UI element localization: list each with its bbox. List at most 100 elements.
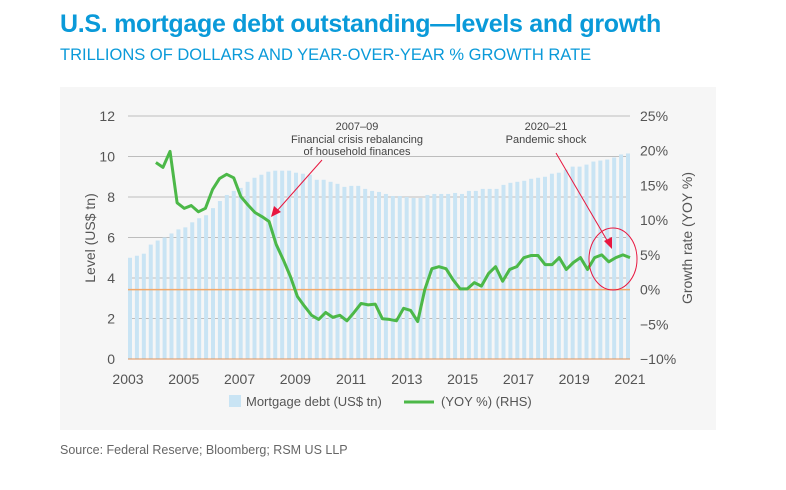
y-tick-label: 8 xyxy=(107,189,115,205)
bar xyxy=(197,218,202,359)
bar xyxy=(238,187,243,359)
chart-subtitle: TRILLIONS OF DOLLARS AND YEAR-OVER-YEAR … xyxy=(60,46,592,64)
bar xyxy=(349,185,354,359)
x-tick-label: 2019 xyxy=(559,371,590,387)
source-note: Source: Federal Reserve; Bloomberg; RSM … xyxy=(60,443,348,457)
bar xyxy=(148,244,153,359)
bar xyxy=(480,188,485,359)
y2-axis-title: Growth rate (YOY %) xyxy=(679,172,695,304)
bar xyxy=(176,229,181,359)
bar xyxy=(155,240,160,359)
annotation-arrow xyxy=(555,152,609,243)
chart-title: U.S. mortgage debt outstanding—levels an… xyxy=(60,10,661,38)
bar xyxy=(563,169,568,359)
bar xyxy=(598,160,603,359)
bar xyxy=(536,177,541,359)
bar xyxy=(446,193,451,359)
bar xyxy=(259,174,264,359)
bar xyxy=(494,188,499,359)
bar xyxy=(404,197,409,359)
bar xyxy=(342,186,347,359)
bar xyxy=(294,172,298,359)
annotation-arrow xyxy=(275,159,323,213)
y-tick-label: 6 xyxy=(107,230,115,246)
bar xyxy=(377,191,381,359)
bar xyxy=(411,198,416,359)
bar xyxy=(453,192,458,359)
bar xyxy=(314,179,319,359)
bar xyxy=(460,193,464,359)
x-tick-label: 2013 xyxy=(391,371,422,387)
bar xyxy=(300,173,305,359)
legend-bar-label: Mortgage debt (US$ tn) xyxy=(246,394,382,409)
y-axis-title: Level (US$ tn) xyxy=(82,193,98,282)
yoy-growth-line xyxy=(155,149,631,324)
bar xyxy=(231,190,236,359)
arrowhead-icon xyxy=(604,237,612,249)
annotation-text: 2020–21 xyxy=(525,121,568,133)
bar xyxy=(390,195,395,359)
y2-tick-label: 10% xyxy=(640,212,668,228)
bar xyxy=(162,237,167,359)
legend-line-label: (YOY %) (RHS) xyxy=(441,394,532,409)
x-tick-label: 2021 xyxy=(614,371,645,387)
annotation-text: Financial crisis rebalancing xyxy=(291,134,423,146)
bar xyxy=(245,181,250,359)
bar xyxy=(335,183,340,359)
x-tick-label: 2009 xyxy=(280,371,311,387)
bar xyxy=(204,215,209,359)
x-tick-label: 2017 xyxy=(503,371,534,387)
arrowhead-icon xyxy=(271,206,281,217)
bar xyxy=(397,195,402,359)
y-tick-label: 10 xyxy=(99,149,115,165)
x-tick-label: 2015 xyxy=(447,371,478,387)
y2-tick-label: 0% xyxy=(640,282,660,298)
x-tick-label: 2011 xyxy=(336,371,366,387)
bar xyxy=(190,222,195,359)
bar xyxy=(439,193,444,359)
bar xyxy=(280,170,285,359)
annotation-text: Pandemic shock xyxy=(506,134,587,146)
bar xyxy=(522,180,527,359)
bar xyxy=(383,193,388,359)
bar xyxy=(252,177,257,359)
x-tick-label: 2007 xyxy=(224,371,255,387)
bar xyxy=(418,198,423,359)
bar xyxy=(549,173,554,359)
highlight-circle xyxy=(588,227,638,291)
legend-bar-swatch xyxy=(229,395,241,407)
y2-tick-label: 20% xyxy=(640,143,668,159)
bar xyxy=(211,208,215,359)
y2-tick-label: −10% xyxy=(640,351,676,367)
bar xyxy=(363,188,368,359)
bar xyxy=(356,185,361,359)
bar xyxy=(266,171,271,359)
y2-tick-label: 5% xyxy=(640,247,660,263)
bar xyxy=(307,174,312,359)
bar xyxy=(466,190,471,359)
y-tick-label: 4 xyxy=(107,270,115,286)
bar xyxy=(432,193,437,359)
bar xyxy=(425,194,430,359)
bar xyxy=(217,201,222,359)
bar xyxy=(224,194,229,359)
bar xyxy=(584,164,589,359)
bar xyxy=(577,166,582,359)
bar xyxy=(543,176,547,359)
y2-tick-label: 15% xyxy=(640,177,668,193)
y-tick-label: 12 xyxy=(99,108,115,124)
bar xyxy=(287,170,292,359)
bar xyxy=(328,181,333,359)
y-tick-label: 2 xyxy=(107,311,115,327)
bar xyxy=(556,172,561,359)
bar xyxy=(169,233,174,359)
bar xyxy=(321,179,326,359)
bar xyxy=(529,178,534,359)
annotation-text: 2007–09 xyxy=(336,121,379,133)
bar xyxy=(473,190,478,359)
bar xyxy=(273,170,278,359)
bar xyxy=(515,181,520,359)
y2-tick-label: 25% xyxy=(640,108,668,124)
bar xyxy=(501,184,506,359)
